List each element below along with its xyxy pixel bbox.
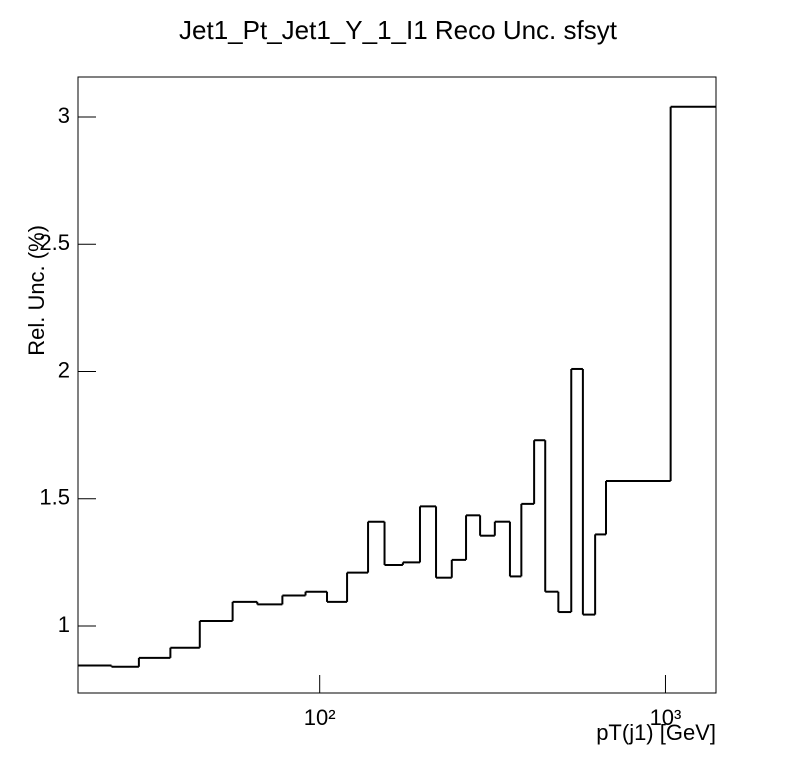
plot-frame [77, 76, 717, 694]
x-axis-label: pT(j1) [GeV] [596, 720, 716, 745]
y-tick-label: 2.5 [39, 230, 70, 255]
chart-title: Jet1_Pt_Jet1_Y_1_I1 Reco Unc. sfsyt [179, 15, 618, 45]
y-tick-label: 1.5 [39, 485, 70, 510]
x-tick-label: 10² [304, 705, 336, 730]
y-tick-label: 2 [58, 357, 70, 382]
y-tick-label: 3 [58, 103, 70, 128]
x-tick-label: 10³ [650, 705, 682, 730]
y-tick-label: 1 [58, 612, 70, 637]
y-axis-label: Rel. Unc. (%) [24, 225, 49, 356]
